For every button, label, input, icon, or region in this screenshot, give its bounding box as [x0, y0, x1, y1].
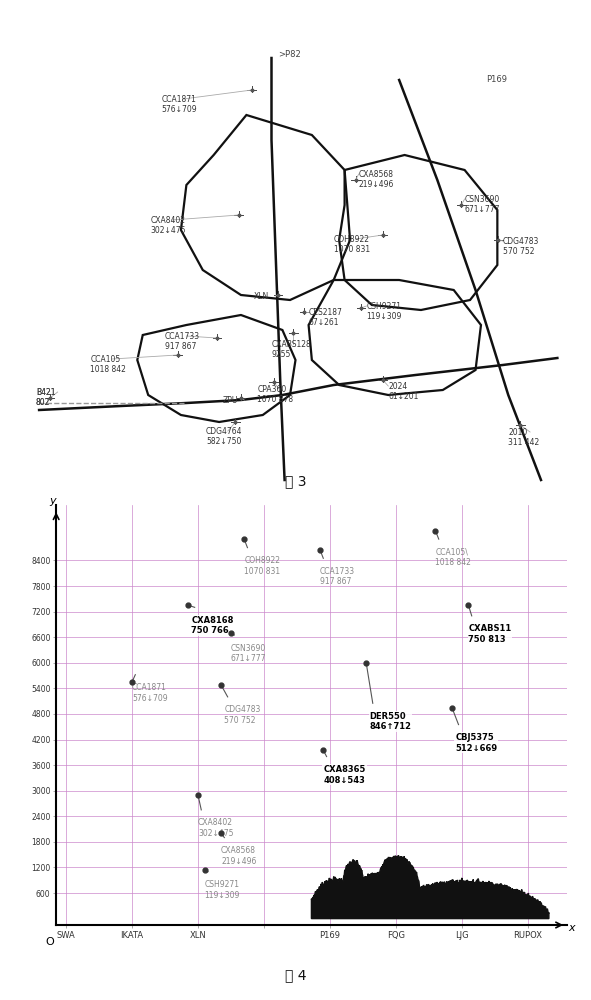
Text: XLN: XLN — [254, 292, 269, 301]
Text: CXABS11
750 813: CXABS11 750 813 — [469, 624, 512, 644]
Text: DER550
846↑712: DER550 846↑712 — [369, 712, 411, 731]
Text: CPA360
1070 878: CPA360 1070 878 — [257, 385, 294, 404]
Text: CCA1871
576↓709: CCA1871 576↓709 — [132, 683, 168, 703]
Text: CXA8568
219↓496: CXA8568 219↓496 — [221, 846, 256, 866]
Text: CCA1733
917 867: CCA1733 917 867 — [320, 567, 355, 586]
Text: x: x — [569, 923, 575, 933]
Text: B421
802: B421 802 — [36, 388, 56, 407]
Text: CDG4783
570 752: CDG4783 570 752 — [225, 705, 261, 725]
Text: CDG4764
582↓750: CDG4764 582↓750 — [206, 427, 242, 446]
Text: 图 4: 图 4 — [285, 968, 306, 982]
Text: COH8922
1070 831: COH8922 1070 831 — [244, 556, 280, 576]
Text: 2024
61↓201: 2024 61↓201 — [388, 382, 418, 401]
Text: CXA8402
302↓475: CXA8402 302↓475 — [198, 818, 233, 838]
Text: 2010
311 442: 2010 311 442 — [508, 428, 540, 447]
Text: CBJ5375
512↓669: CBJ5375 512↓669 — [455, 733, 498, 753]
Text: ZPU: ZPU — [222, 396, 238, 405]
Text: CXA8365
408↓543: CXA8365 408↓543 — [323, 765, 366, 785]
Text: CSN3690
671↓777: CSN3690 671↓777 — [231, 644, 267, 663]
Text: CCA1733
917 867: CCA1733 917 867 — [164, 332, 200, 351]
Text: CSH9271
119↓309: CSH9271 119↓309 — [204, 880, 240, 900]
Text: CCA105\
1018 842: CCA105\ 1018 842 — [436, 548, 471, 567]
Text: CXA8168
750 766: CXA8168 750 766 — [191, 616, 234, 635]
Text: P169: P169 — [486, 75, 508, 84]
Text: CDG4783
570 752: CDG4783 570 752 — [503, 237, 539, 256]
Text: COH8922
1070 831: COH8922 1070 831 — [334, 235, 370, 254]
Text: CCA105
1018 842: CCA105 1018 842 — [90, 355, 126, 374]
Text: CXA8568
219↓496: CXA8568 219↓496 — [359, 170, 394, 189]
Text: CSH9271
119↓309: CSH9271 119↓309 — [366, 302, 402, 321]
Text: >P82: >P82 — [278, 50, 301, 59]
Text: CXABS128
9255: CXABS128 9255 — [271, 340, 311, 359]
Text: CES2187
67↓261: CES2187 67↓261 — [309, 308, 342, 327]
Text: CSN3690
671↓777: CSN3690 671↓777 — [465, 195, 500, 214]
Text: y: y — [50, 496, 56, 506]
Text: 图 3: 图 3 — [285, 474, 306, 488]
Polygon shape — [311, 856, 549, 919]
Text: CCA1871
576↓709: CCA1871 576↓709 — [161, 95, 197, 114]
Text: O: O — [45, 937, 54, 947]
Text: B421
802: B421 802 — [36, 388, 56, 407]
Text: CXA8402
302↓475: CXA8402 302↓475 — [150, 216, 186, 235]
